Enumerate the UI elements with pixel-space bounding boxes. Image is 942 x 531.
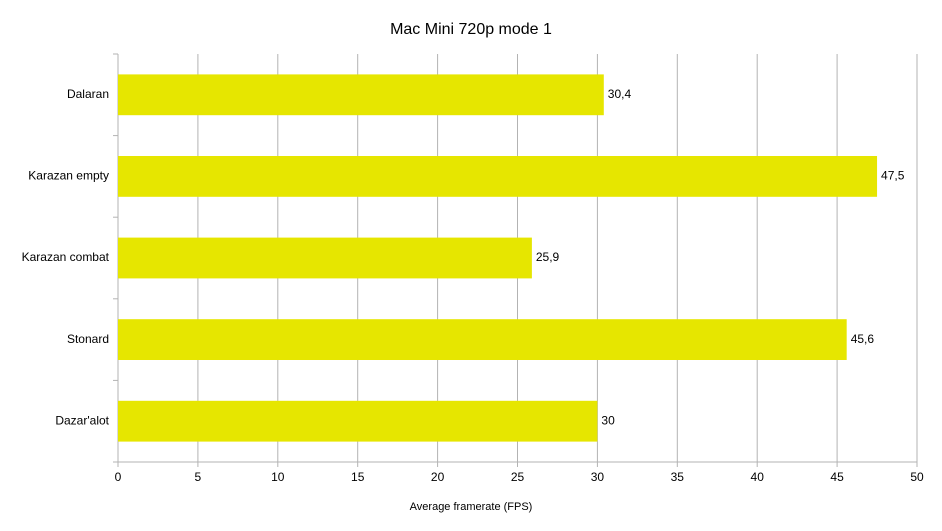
y-tick-label: Stonard [67,332,109,346]
x-tick-label: 30 [591,470,605,484]
bar [118,156,878,197]
x-tick-label: 20 [431,470,445,484]
value-label: 30,4 [608,87,632,101]
x-tick-label: 25 [511,470,525,484]
y-tick-label: Karazan combat [22,250,110,264]
y-tick-label: Dazar'alot [55,413,109,427]
value-label: 30 [601,413,615,427]
x-axis-label: Average framerate (FPS) [410,501,533,513]
bar [118,74,604,116]
y-tick-label: Dalaran [67,87,109,101]
x-tick-label: 50 [910,470,924,484]
chart-title: Mac Mini 720p mode 1 [390,21,552,38]
y-tick-label: Karazan empty [28,169,109,183]
bar [118,237,532,279]
x-tick-label: 5 [195,470,202,484]
x-tick-label: 45 [830,470,844,484]
value-label: 25,9 [536,250,560,264]
x-tick-label: 10 [271,470,285,484]
x-tick-label: 40 [751,470,765,484]
value-label: 45,6 [851,332,875,346]
bar [118,400,598,442]
x-tick-label: 35 [671,470,685,484]
bar [118,319,847,360]
value-label: 47,5 [881,169,905,183]
x-tick-label: 0 [115,470,122,484]
x-tick-label: 15 [351,470,365,484]
